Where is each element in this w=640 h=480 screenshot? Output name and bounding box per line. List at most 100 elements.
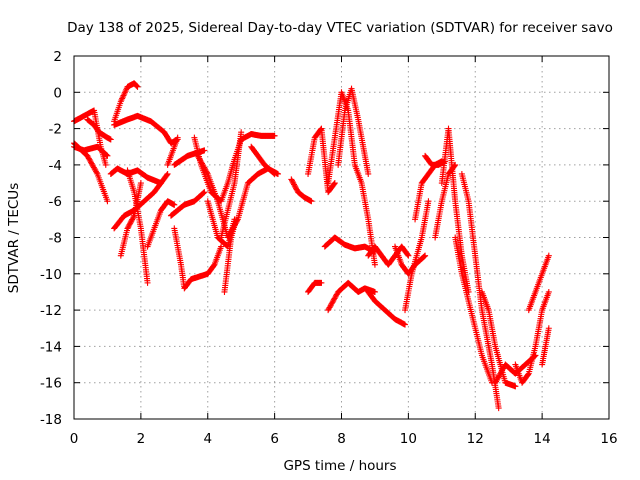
data-point-marker [103, 151, 110, 158]
data-point-marker [365, 170, 372, 177]
series-track-38 [452, 234, 495, 386]
data-point-marker [201, 189, 208, 196]
series-track-37 [438, 125, 472, 295]
data-point-marker [87, 159, 94, 166]
data-point-marker [103, 152, 110, 159]
x-tick-label: 14 [534, 431, 551, 447]
series-track-22 [248, 143, 278, 177]
data-point-marker [164, 170, 171, 177]
data-point-marker [130, 213, 137, 220]
data-point-marker [90, 164, 97, 171]
series-track-07 [107, 165, 164, 187]
series-track-13 [167, 189, 208, 219]
data-point-marker [498, 369, 505, 376]
data-point-marker [238, 129, 245, 136]
data-point-marker [404, 251, 411, 258]
data-point-marker [332, 294, 339, 301]
data-point-marker [203, 168, 210, 175]
data-point-marker [201, 147, 208, 154]
series-track-43 [525, 252, 552, 314]
series-track-33 [402, 198, 432, 314]
data-point-marker [91, 165, 98, 172]
plot-frame [73, 55, 610, 420]
series-track-18 [194, 152, 281, 241]
data-point-marker [545, 288, 552, 295]
data-point-marker [494, 375, 501, 382]
data-point-marker [85, 155, 92, 162]
data-point-marker [233, 216, 240, 223]
data-point-marker [425, 198, 432, 205]
data-point-marker [144, 279, 151, 286]
data-point-marker [327, 303, 334, 310]
data-point-marker [496, 371, 503, 378]
y-tick-label: 2 [53, 49, 62, 65]
data-point-marker [498, 368, 505, 375]
data-point-marker [85, 154, 92, 161]
series-track-11 [144, 198, 178, 250]
data-point-marker [317, 126, 324, 133]
data-point-marker [196, 155, 203, 162]
series-track-41 [492, 352, 539, 386]
series-track-40 [478, 288, 519, 390]
data-point-marker [371, 261, 378, 268]
y-tick-labels: -18 -16 -14 -12 -10 -8 -6 -4 -2 0 2 [40, 49, 62, 428]
series-track-31 [365, 288, 409, 328]
series-track-20 [221, 216, 240, 295]
chart-title: Day 138 of 2025, Sidereal Day-to-day VTE… [67, 20, 613, 36]
data-point-marker [512, 383, 519, 390]
data-point-marker [318, 279, 325, 286]
data-point-marker [333, 291, 340, 298]
y-tick-label: -14 [40, 339, 62, 355]
y-tick-label: -16 [40, 376, 62, 392]
data-point-marker [329, 299, 336, 306]
series-track-12 [164, 134, 181, 168]
x-tick-label: 12 [467, 431, 484, 447]
data-point-marker [331, 180, 338, 187]
y-tick-label: -10 [40, 267, 62, 283]
series-track-14 [171, 225, 211, 292]
data-point-marker [199, 190, 206, 197]
series-track-26 [325, 89, 378, 268]
data-point-marker [196, 156, 203, 163]
data-point-marker [271, 132, 278, 139]
data-point-marker [493, 378, 500, 385]
y-tick-label: 0 [53, 85, 62, 101]
data-point-marker [104, 152, 111, 159]
data-point-marker [102, 161, 109, 168]
data-point-marker [197, 158, 204, 165]
y-tick-label: -4 [49, 158, 62, 174]
x-tick-label: 6 [270, 431, 279, 447]
data-point-marker [210, 262, 217, 269]
data-point-marker [174, 134, 181, 141]
x-tick-label: 10 [400, 431, 417, 447]
series-track-24 [305, 279, 325, 295]
data-point-marker [198, 159, 205, 166]
data-point-marker [137, 180, 144, 187]
x-tick-label: 2 [137, 431, 146, 447]
data-point-marker [104, 198, 111, 205]
data-point-marker [93, 169, 100, 176]
data-point-marker [107, 136, 114, 143]
data-point-marker [402, 321, 409, 328]
data-point-marker [328, 300, 335, 307]
data-point-marker [89, 161, 96, 168]
series-track-10 [124, 167, 151, 286]
data-point-marker [200, 163, 207, 170]
x-tick-labels: 0 2 4 6 8 10 12 14 16 [70, 431, 618, 447]
y-tick-label: -18 [40, 412, 62, 428]
x-axis-label: GPS time / hours [283, 458, 396, 474]
data-point-marker [422, 252, 429, 259]
data-point-marker [171, 201, 178, 208]
series-track-21 [218, 129, 245, 241]
data-point-marker [330, 298, 337, 305]
data-point-marker [92, 167, 99, 174]
series-track-05 [111, 80, 141, 125]
data-point-marker [194, 152, 201, 159]
series-track-03 [71, 143, 111, 159]
data-point-marker [405, 252, 412, 259]
data-point-marker [493, 377, 500, 384]
data-points [71, 80, 552, 412]
series-track-27 [335, 85, 372, 177]
data-point-marker [500, 365, 507, 372]
